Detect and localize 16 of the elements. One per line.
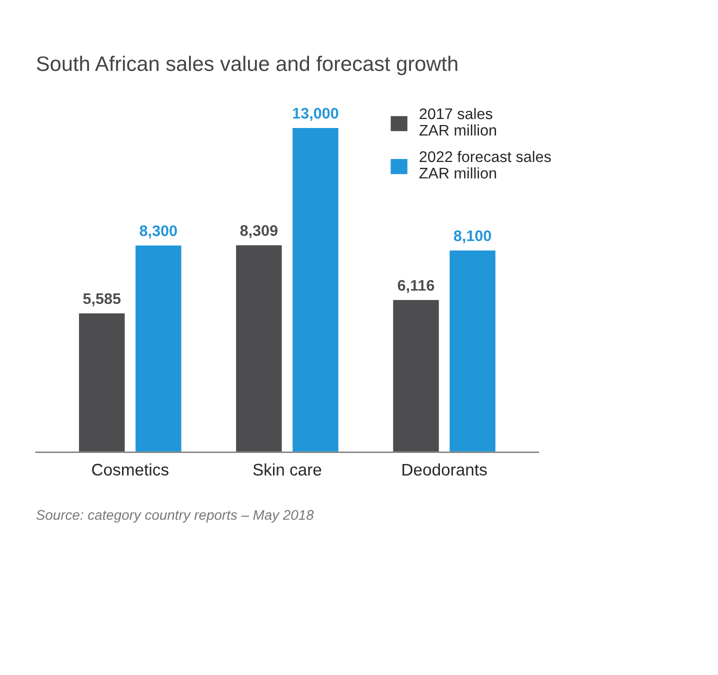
data-label: 8,309 [240,225,278,238]
source-note: Source: category country reports – May 2018 [36,510,314,523]
legend-label: 2022 forecast sales ZAR million [419,150,551,179]
data-label: 5,585 [83,293,121,306]
x-tick-label: Skin care [253,463,322,476]
bar [134,244,183,452]
legend-label: 2017 sales ZAR million [419,108,496,136]
data-label: 6,116 [398,280,434,293]
bar [448,249,497,452]
x-tick-label: Deodorants [402,463,487,476]
data-label: 13,000 [293,108,338,121]
data-label: 8,300 [140,225,177,238]
chart-title: South African sales value and forecast growth [36,56,458,76]
data-label: 8,100 [454,230,492,244]
x-tick-label: Cosmetics [92,463,168,476]
bar [291,126,340,452]
